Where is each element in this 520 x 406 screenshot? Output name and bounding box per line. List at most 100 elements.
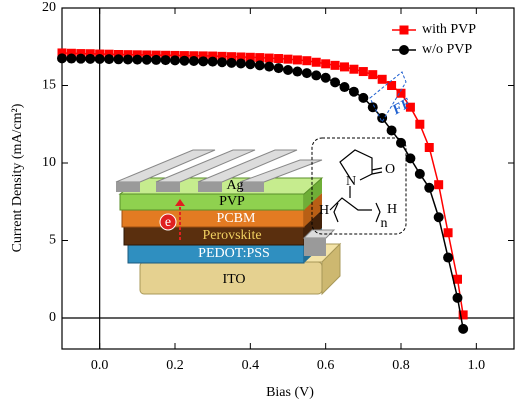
marker <box>66 53 77 64</box>
marker <box>377 113 388 124</box>
marker <box>141 54 152 65</box>
marker <box>458 310 468 320</box>
marker <box>415 119 425 129</box>
marker <box>349 64 359 74</box>
marker <box>405 102 415 112</box>
marker <box>283 54 293 64</box>
marker <box>274 54 284 64</box>
marker <box>85 49 95 59</box>
marker <box>273 63 284 74</box>
y-axis-title: Current Density (mA/cm²) <box>10 103 25 252</box>
marker <box>434 180 444 190</box>
marker <box>367 102 378 113</box>
marker <box>254 60 265 71</box>
marker <box>245 52 255 62</box>
marker <box>453 274 462 284</box>
marker <box>179 51 189 61</box>
x-tick-label: 0.6 <box>317 358 335 373</box>
marker <box>320 72 331 83</box>
y-tick-label: 10 <box>42 155 56 170</box>
atom-label: H <box>319 203 329 218</box>
layer-label: PVP <box>219 194 245 209</box>
marker <box>104 54 115 65</box>
marker <box>207 56 218 67</box>
layer-label: Perovskite <box>202 228 261 243</box>
data-layer <box>57 48 469 334</box>
marker <box>414 168 425 179</box>
marker <box>330 60 340 70</box>
marker <box>387 81 397 90</box>
x-tick-label: 0.4 <box>242 358 260 373</box>
marker <box>292 55 302 65</box>
marker <box>339 82 350 93</box>
y-tick-label: 15 <box>42 78 56 93</box>
marker <box>405 153 416 164</box>
marker <box>377 74 387 84</box>
marker <box>198 56 209 67</box>
y-tick-label: 0 <box>49 310 56 325</box>
marker <box>188 56 199 67</box>
marker <box>292 66 303 77</box>
ff-region <box>369 71 407 124</box>
ff-label: FF <box>389 96 414 119</box>
marker <box>160 55 171 66</box>
atom-label: O <box>385 162 395 177</box>
marker <box>122 54 133 65</box>
marker <box>57 48 67 58</box>
marker <box>302 56 312 66</box>
marker <box>94 53 105 64</box>
marker <box>245 59 256 70</box>
marker <box>358 92 369 103</box>
layer-label: ITO <box>222 272 245 287</box>
legend-label: with PVP <box>422 22 476 37</box>
marker <box>226 57 237 68</box>
marker <box>179 55 190 66</box>
marker <box>433 212 444 223</box>
marker <box>198 51 208 61</box>
marker <box>208 51 218 61</box>
marker <box>396 88 406 98</box>
y-tick-label: 5 <box>49 233 56 248</box>
x-tick-label: 0.0 <box>91 358 109 373</box>
marker <box>458 323 469 334</box>
marker <box>217 51 227 61</box>
marker <box>311 57 321 67</box>
legend-marker <box>399 45 409 55</box>
x-tick-label: 0.2 <box>166 358 184 373</box>
device-inset <box>115 149 342 296</box>
legend-label: w/o PVP <box>422 42 472 57</box>
atom-label: N <box>346 174 356 189</box>
x-axis-title: Bias (V) <box>266 385 314 400</box>
atom-label: H <box>387 202 397 217</box>
marker <box>75 53 86 64</box>
marker <box>170 55 180 66</box>
marker <box>76 49 86 59</box>
marker <box>189 51 199 61</box>
marker <box>264 61 275 72</box>
marker <box>85 53 96 64</box>
marker <box>235 58 246 69</box>
marker <box>66 48 76 58</box>
x-tick-label: 1.0 <box>468 358 486 373</box>
marker <box>330 77 341 88</box>
marker <box>368 70 378 80</box>
layer-label: Ag <box>226 178 243 193</box>
marker <box>321 59 331 69</box>
layer-label: PEDOT:PSS <box>198 246 270 261</box>
marker <box>424 143 434 152</box>
marker <box>452 292 463 303</box>
marker <box>113 54 124 65</box>
marker <box>348 86 359 97</box>
marker <box>255 53 265 63</box>
marker <box>132 54 143 65</box>
marker <box>396 137 406 148</box>
marker <box>424 182 435 193</box>
marker <box>301 68 312 79</box>
marker <box>358 67 368 77</box>
layer-label: PCBM <box>217 211 256 226</box>
marker <box>443 252 454 263</box>
marker <box>227 52 236 62</box>
marker <box>217 57 228 68</box>
marker <box>57 53 67 64</box>
